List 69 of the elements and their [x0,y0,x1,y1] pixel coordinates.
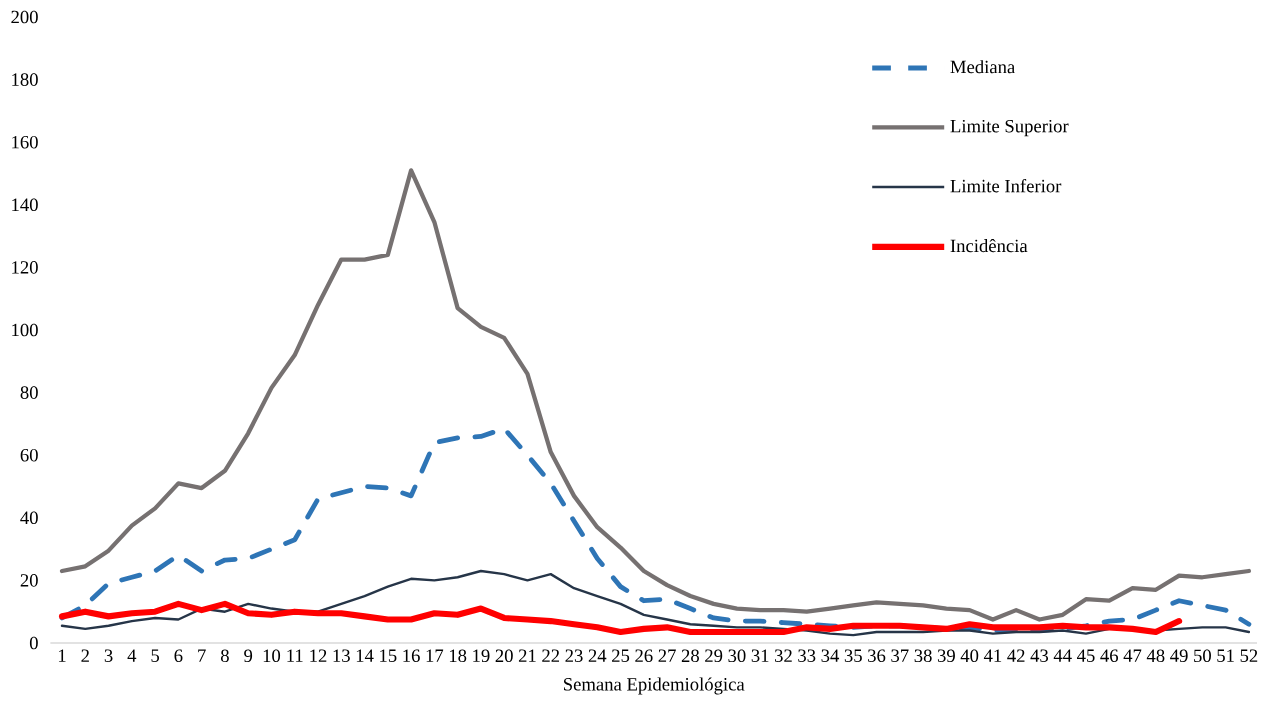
x-tick-label: 28 [681,649,699,663]
legend-label: Mediana [950,60,1015,74]
x-tick-label: 31 [751,649,769,663]
x-tick-label: 30 [728,649,746,663]
y-tick-label: 200 [11,10,38,24]
x-tick-label: 17 [426,649,444,662]
x-tick-label: 35 [844,649,862,663]
x-axis-title: Semana Epidemiológica [563,677,745,695]
legend-label: Limite Inferior [950,179,1062,193]
x-tick-label: 37 [891,649,909,663]
x-tick-label: 39 [937,649,955,663]
x-tick-label: 51 [1217,649,1234,662]
x-tick-label: 45 [1077,649,1095,662]
x-tick-label: 5 [151,649,160,662]
x-tick-label: 13 [333,649,350,663]
y-tick-label: 20 [20,574,38,587]
x-tick-label: 42 [1007,649,1025,662]
y-tick-label: 180 [12,73,38,86]
y-tick-label: 100 [12,323,38,337]
y-tick-label: 140 [12,198,38,212]
x-tick-label: 25 [612,649,630,663]
x-tick-label: 50 [1194,649,1211,663]
x-tick-label: 41 [983,649,1002,662]
x-tick-label: 36 [868,649,886,663]
x-tick-label: 6 [174,649,183,663]
x-tick-label: 21 [518,649,536,662]
x-tick-label: 23 [565,649,583,663]
x-tick-label: 48 [1146,649,1165,663]
x-tick-label: 29 [705,649,723,663]
x-tick-label: 4 [127,649,137,662]
y-tick-label: 80 [20,386,38,399]
x-tick-label: 47 [1123,649,1142,662]
y-tick-label: 160 [12,135,38,149]
x-tick-label: 20 [495,649,513,663]
x-tick-label: 22 [542,649,560,662]
x-tick-label: 10 [263,649,281,663]
x-tick-label: 46 [1100,649,1119,663]
x-tick-label: 44 [1053,649,1072,662]
legend-label: Incidência [950,239,1028,253]
x-tick-label: 49 [1170,649,1188,663]
y-tick-label: 0 [29,636,38,650]
line-series [59,168,1252,622]
y-tick-label: 40 [20,511,38,525]
x-tick-label: 7 [198,649,206,662]
x-tick-label: 40 [960,649,979,663]
x-tick-label: 14 [356,649,374,662]
x-tick-label: 8 [220,649,229,663]
x-tick-label: 27 [658,649,676,662]
x-tick-label: 26 [635,649,653,663]
x-tick-label: 52 [1240,649,1258,663]
x-tick-label: 18 [449,649,467,663]
x-tick-label: 12 [310,649,327,662]
x-tick-label: 19 [473,649,490,663]
x-tick-label: 24 [588,649,607,662]
x-tick-label: 16 [403,649,420,663]
legend-label: Limite Superior [950,119,1069,137]
x-tick-label: 38 [914,649,932,663]
x-tick-label: 33 [798,649,816,663]
x-tick-label: 34 [821,649,840,663]
x-tick-label: 9 [244,649,253,663]
x-tick-label: 1 [58,649,66,662]
x-tick-label: 3 [104,649,113,663]
x-tick-label: 32 [775,649,792,663]
x-tick-label: 2 [81,649,89,662]
y-tick-label: 60 [20,448,38,462]
x-tick-label: 43 [1030,649,1049,663]
y-tick-label: 120 [12,261,38,274]
x-tick-label: 15 [380,649,397,662]
x-tick-label: 11 [287,649,303,662]
